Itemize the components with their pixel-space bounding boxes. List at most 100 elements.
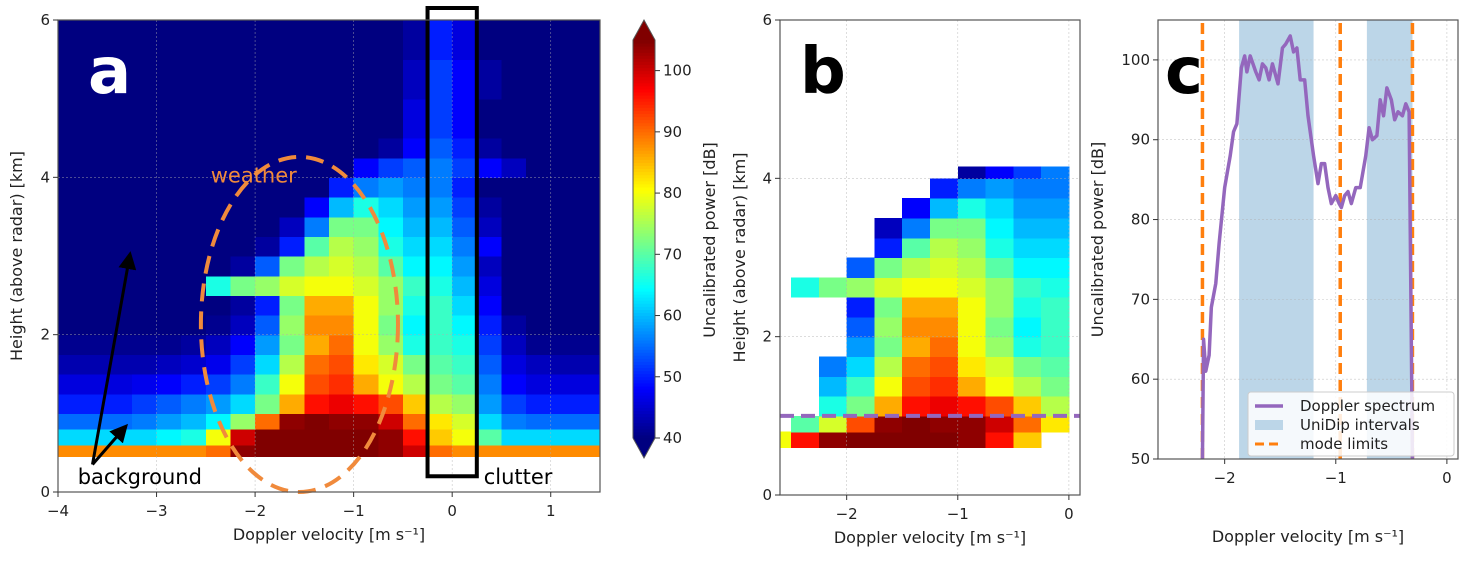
heatmap-cell <box>304 236 330 257</box>
heatmap-cell <box>1041 237 1070 259</box>
heatmap-cell <box>255 197 281 218</box>
heatmap-cell <box>279 216 305 237</box>
colorbar-segment <box>633 407 655 411</box>
y-axis-label: Height (above radar) [km] <box>7 151 26 361</box>
colorbar-segment <box>633 208 655 212</box>
heatmap-cell <box>476 295 503 316</box>
heatmap-cell <box>304 275 330 296</box>
heatmap-cell <box>156 236 182 257</box>
colorbar-segment <box>633 235 655 240</box>
colorbar-segment <box>633 297 655 301</box>
heatmap-cell <box>156 157 182 178</box>
heatmap-cell <box>82 236 108 257</box>
heatmap-cell <box>402 197 429 218</box>
heatmap-cell <box>874 376 903 397</box>
heatmap-cell <box>255 295 281 316</box>
heatmap-cell <box>279 429 305 446</box>
colorbar-segment <box>633 327 655 332</box>
heatmap-cell <box>791 277 820 298</box>
heatmap-cell <box>107 374 133 395</box>
colorbar-extend-max <box>633 20 655 40</box>
colorbar-segment <box>633 119 655 124</box>
heatmap-cell <box>501 374 527 395</box>
heatmap-cell <box>476 138 503 159</box>
heatmap-cell <box>846 396 876 417</box>
heatmap-cell <box>156 256 182 277</box>
heatmap-cell <box>575 98 600 139</box>
panel-letter: b <box>800 35 846 109</box>
colorbar-segment <box>633 251 655 255</box>
heatmap-cell <box>985 431 1014 449</box>
colorbar-segment <box>633 144 655 148</box>
heatmap-cell <box>550 197 576 218</box>
colorbar-segment <box>633 389 655 393</box>
colorbar-segment <box>633 214 655 219</box>
heatmap-cell <box>526 20 552 60</box>
heatmap-cell <box>58 444 84 458</box>
heatmap-cell <box>205 98 232 139</box>
heatmap-cell <box>205 256 232 277</box>
heatmap-cell <box>156 334 182 355</box>
x-tick-label: −1 <box>947 505 969 523</box>
colorbar-tick-label: 100 <box>663 62 692 80</box>
clutter-label: clutter <box>484 465 553 489</box>
heatmap-cell <box>58 59 84 100</box>
colorbar-segment <box>633 183 655 188</box>
heatmap-cell <box>58 216 84 237</box>
heatmap-cell <box>550 315 576 336</box>
heatmap-cell <box>402 216 429 237</box>
colorbar-segment <box>633 281 655 286</box>
colorbar-segment <box>633 220 655 225</box>
heatmap-cell <box>205 157 232 178</box>
heatmap-cell <box>279 334 305 355</box>
heatmap-cell <box>353 20 379 60</box>
heatmap-cell <box>329 275 355 296</box>
heatmap-cell <box>550 374 576 395</box>
colorbar-segment <box>633 395 655 399</box>
heatmap-cell <box>82 354 108 375</box>
heatmap-cell <box>902 198 931 219</box>
heatmap-cell <box>575 59 600 100</box>
heatmap-cell <box>82 429 108 446</box>
heatmap-cell <box>985 316 1014 338</box>
heatmap-cell <box>501 256 527 277</box>
heatmap-cell <box>402 315 429 336</box>
x-tick-label: 0 <box>1064 505 1074 523</box>
y-tick-label: 2 <box>40 326 50 344</box>
heatmap-cell <box>1041 166 1070 179</box>
heatmap-cell <box>930 356 959 377</box>
colorbar-segment <box>633 67 655 72</box>
heatmap-cell <box>575 393 600 414</box>
heatmap-cell <box>58 295 84 316</box>
heatmap-cell <box>304 295 330 316</box>
heatmap-cell <box>255 374 281 395</box>
heatmap-cell <box>82 177 108 198</box>
heatmap-cell <box>846 415 876 433</box>
heatmap-cell <box>818 376 848 397</box>
colorbar-segment <box>633 52 655 56</box>
heatmap-cell <box>427 177 453 198</box>
heatmap-cell <box>550 256 576 277</box>
heatmap-cell <box>476 334 503 355</box>
colorbar-segment <box>633 257 655 261</box>
heatmap-cell <box>181 256 207 277</box>
heatmap-cell <box>874 336 903 358</box>
heatmap-cell <box>304 429 330 446</box>
heatmap-cell <box>526 444 552 458</box>
heatmap-cell <box>230 334 256 355</box>
heatmap-cell <box>402 157 429 178</box>
heatmap-cell <box>550 157 576 178</box>
heatmap-cell <box>156 315 182 336</box>
heatmap-cell <box>329 157 355 178</box>
heatmap-cell <box>329 429 355 446</box>
axes-frame <box>57 19 601 493</box>
colorbar-segment <box>633 223 655 228</box>
heatmap-cell <box>378 20 404 60</box>
heatmap-cell <box>353 295 379 316</box>
colorbar-segment <box>633 352 655 356</box>
heatmap-cell <box>329 98 355 139</box>
heatmap-cell <box>131 275 158 296</box>
heatmap-cell <box>476 374 503 395</box>
x-axis-label: Doppler velocity [m s⁻¹] <box>233 525 425 544</box>
heatmap-cell <box>131 59 158 100</box>
